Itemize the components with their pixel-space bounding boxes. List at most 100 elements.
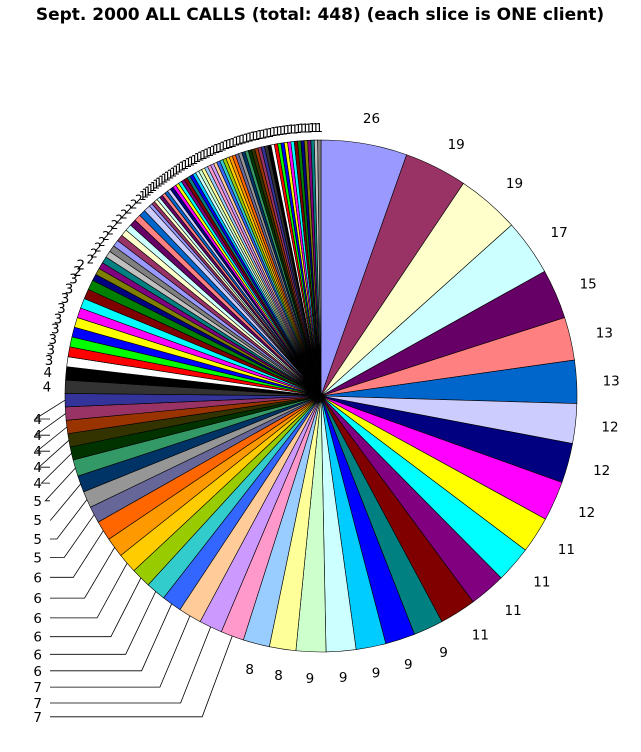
slice-label-118: 1 [308,121,316,135]
leader-line-37 [35,426,68,452]
slice-label-87: 1 [203,147,211,161]
slice-label-35: 4 [33,476,42,492]
slice-label-84: 1 [194,151,202,165]
slice-label-3: 19 [506,176,523,192]
slice-label-82: 1 [187,155,195,169]
slice-label-116: 1 [301,122,309,136]
leader-line-35 [40,453,72,484]
leader-line-24 [50,615,191,688]
slice-label-16: 9 [404,657,413,673]
slice-label-45: 3 [51,322,60,338]
chart-title: Sept. 2000 ALL CALLS (total: 448) (each … [36,5,604,25]
slice-label-101: 1 [249,130,257,144]
slice-label-44: 3 [49,332,58,348]
slice-label-55: 2 [94,241,102,255]
slice-label-12: 11 [533,575,550,591]
slice-label-54: 2 [90,247,98,261]
slice-label-76: 1 [169,165,177,179]
slice-label-109: 1 [277,124,285,138]
slice-label-22: 7 [33,710,42,726]
slice-label-47: 3 [57,301,66,317]
slice-label-111: 1 [284,123,292,137]
leader-line-27 [50,577,142,638]
slice-label-27: 6 [33,630,42,646]
slice-label-24: 7 [33,680,42,696]
slice-label-33: 5 [33,513,42,529]
slice-label-99: 1 [243,132,251,146]
slice-label-91: 1 [216,141,224,155]
leader-line-33 [50,483,81,521]
leader-line-39 [33,399,66,420]
slice-label-100: 1 [246,131,254,145]
slice-label-42: 3 [45,353,54,369]
slice-label-106: 1 [266,126,274,140]
slice-label-120: 1 [315,121,323,135]
slice-label-93: 1 [223,138,231,152]
slice-label-75: 1 [167,167,175,181]
leader-line-31 [50,514,95,558]
slice-label-38: 4 [33,428,42,444]
slice-label-6: 13 [596,326,613,342]
slice-label-23: 7 [33,696,42,712]
slice-label-115: 1 [298,122,306,136]
slice-label-37: 4 [33,444,42,460]
slice-label-102: 1 [253,129,261,143]
slice-label-1: 26 [363,111,380,127]
slice-label-110: 1 [280,124,288,138]
leader-line-26 [50,591,157,655]
slice-label-96: 1 [232,135,240,149]
slice-label-62: 2 [125,202,133,216]
leader-line-29 [50,547,115,599]
slice-label-51: 2 [73,264,82,280]
slice-label-50: 3 [69,272,78,288]
slice-label-20: 8 [274,668,283,684]
slice-label-18: 9 [339,670,348,686]
slice-label-66: 1 [141,187,149,201]
slice-label-13: 11 [505,603,522,619]
slice-label-26: 6 [33,647,42,663]
slice-label-11: 11 [558,542,575,558]
slice-label-49: 3 [65,281,74,297]
leader-line-23 [50,626,211,704]
slice-label-31: 5 [33,551,42,567]
slice-label-104: 1 [260,127,268,141]
slice-label-61: 2 [120,207,128,221]
slice-label-70: 1 [152,178,160,192]
slice-label-28: 6 [33,611,42,627]
slice-label-117: 1 [305,121,313,135]
slice-label-58: 2 [106,224,114,238]
slice-label-68: 1 [147,182,155,196]
slice-label-56: 2 [98,235,106,249]
leader-line-36 [37,440,70,468]
slice-label-36: 4 [33,460,42,476]
slice-label-77: 1 [172,164,180,178]
slice-label-8: 12 [601,420,618,436]
slice-label-79: 1 [178,160,186,174]
slice-label-40: 4 [43,379,52,395]
slice-label-5: 15 [580,277,597,293]
slice-label-46: 3 [54,311,63,327]
slice-label-19: 9 [306,671,315,687]
slice-label-41: 4 [44,365,53,381]
leader-line-38 [34,413,66,436]
pie-slices [64,139,578,653]
slice-label-85: 1 [197,150,205,164]
leader-line-30 [50,530,104,578]
slice-label-113: 1 [291,122,299,136]
slice-label-114: 1 [294,122,302,136]
leader-lines [33,399,233,718]
slice-label-107: 1 [270,125,278,139]
leader-line-34 [44,467,76,502]
slice-label-71: 1 [155,176,163,190]
slice-label-72: 1 [158,173,166,187]
slice-label-97: 1 [236,134,244,148]
slice-label-9: 12 [593,463,610,479]
slice-label-32: 5 [33,532,42,548]
slice-label-108: 1 [273,125,281,139]
slice-label-83: 1 [191,153,199,167]
slice-label-52: 2 [77,258,86,274]
slice-label-73: 1 [161,171,169,185]
slice-label-80: 1 [181,158,189,172]
slice-label-43: 3 [47,342,56,358]
